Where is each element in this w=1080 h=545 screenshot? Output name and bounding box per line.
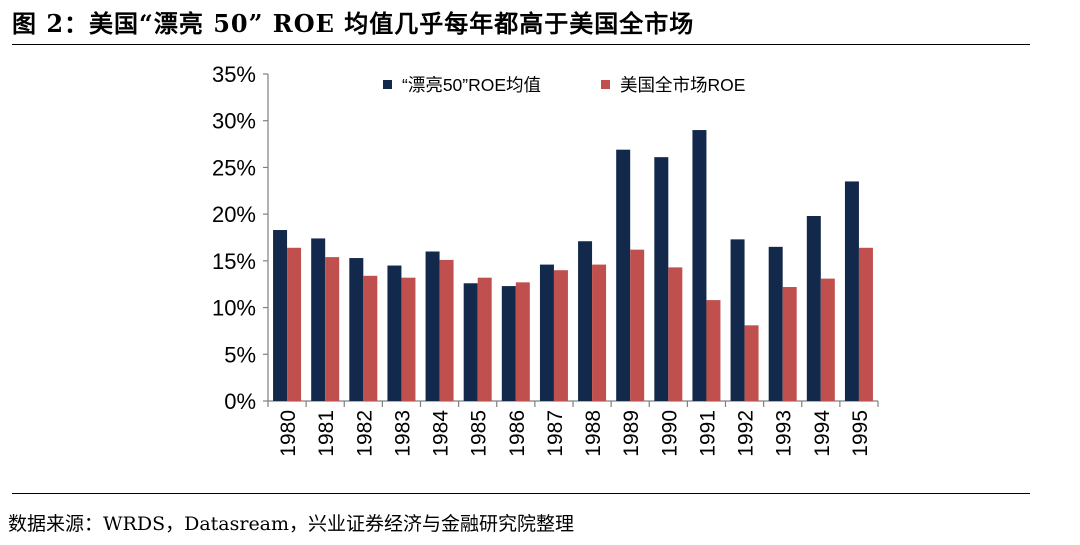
y-tick-label: 10% bbox=[212, 296, 256, 321]
bar-series-2 bbox=[668, 267, 683, 401]
bar-series-2 bbox=[553, 270, 568, 401]
bar-series-1 bbox=[425, 251, 440, 401]
bar-series-2 bbox=[439, 259, 454, 401]
x-tick-label: 1993 bbox=[773, 410, 796, 457]
bar-series-1 bbox=[387, 265, 402, 401]
bar-series-1 bbox=[273, 230, 288, 401]
x-tick-label: 1988 bbox=[582, 410, 605, 457]
x-tick-label: 1994 bbox=[811, 410, 834, 457]
x-tick-label: 1985 bbox=[468, 410, 491, 457]
y-tick-label: 15% bbox=[212, 249, 256, 274]
bar-series-1 bbox=[768, 246, 783, 401]
bottom-divider bbox=[12, 493, 1030, 494]
x-tick-label: 1981 bbox=[315, 410, 338, 457]
source-note: 数据来源：WRDS，Datasream，兴业证券经济与金融研究院整理 bbox=[8, 513, 575, 535]
top-divider bbox=[12, 44, 1030, 45]
x-tick-label: 1987 bbox=[544, 410, 567, 457]
bar-series-1 bbox=[730, 239, 745, 401]
y-tick-label: 5% bbox=[224, 342, 256, 367]
bar-series-1 bbox=[654, 157, 669, 401]
figure-title: 图 2：美国“漂亮 50” ROE 均值几乎每年都高于美国全市场 bbox=[12, 9, 695, 38]
y-tick-label: 30% bbox=[212, 109, 256, 134]
y-tick-label: 0% bbox=[224, 389, 256, 414]
bar-series-1 bbox=[501, 286, 516, 401]
bar-series-2 bbox=[401, 277, 416, 401]
y-tick-label: 25% bbox=[212, 155, 256, 180]
x-tick-label: 1983 bbox=[391, 410, 414, 457]
x-tick-label: 1995 bbox=[849, 410, 872, 457]
y-tick-label: 20% bbox=[212, 202, 256, 227]
bar-series-1 bbox=[844, 181, 859, 401]
bar-series-2 bbox=[858, 247, 873, 401]
legend-label-series-1: “漂亮50”ROE均值 bbox=[402, 75, 541, 95]
bar-series-2 bbox=[592, 264, 607, 401]
bar-series-2 bbox=[782, 287, 797, 401]
bar-series-1 bbox=[463, 283, 478, 401]
bar-series-1 bbox=[539, 264, 554, 401]
bars bbox=[273, 130, 873, 402]
bar-series-2 bbox=[820, 278, 835, 401]
bar-series-1 bbox=[349, 258, 364, 401]
bar-series-2 bbox=[515, 282, 530, 401]
x-axis: 1980 1981 1982 1983 1984 1985 1986 1987 1988 1989… bbox=[267, 400, 879, 457]
x-tick-label: 1986 bbox=[506, 410, 529, 457]
bar-series-2 bbox=[325, 257, 340, 401]
bar-series-2 bbox=[477, 277, 492, 401]
x-tick-label: 1992 bbox=[735, 410, 758, 457]
bar-series-1 bbox=[806, 216, 821, 401]
bar-series-2 bbox=[363, 275, 378, 401]
x-tick-label: 1984 bbox=[430, 410, 453, 457]
bar-series-2 bbox=[287, 247, 302, 401]
y-tick-label: 35% bbox=[212, 62, 256, 87]
x-tick-label: 1980 bbox=[277, 410, 300, 457]
x-tick-label: 1990 bbox=[658, 410, 681, 457]
legend-swatch-series-1 bbox=[383, 80, 392, 89]
bar-chart: 0%5%10%15%20%25%30%35% 1980 1981 1982 1983 1… bbox=[212, 62, 879, 457]
bar-series-2 bbox=[744, 325, 759, 401]
bar-series-2 bbox=[706, 300, 721, 401]
bar-series-1 bbox=[616, 149, 631, 401]
x-tick-label: 1982 bbox=[353, 410, 376, 457]
bar-series-1 bbox=[311, 238, 326, 401]
x-tick-label: 1991 bbox=[696, 410, 719, 457]
x-tick-label: 1989 bbox=[620, 410, 643, 457]
bar-series-2 bbox=[630, 249, 645, 401]
y-axis: 0% 5% 10% 15% 20% 25% 30% 35% bbox=[212, 62, 269, 414]
legend-swatch-series-2 bbox=[601, 80, 610, 89]
bar-series-1 bbox=[692, 130, 707, 402]
bar-series-1 bbox=[578, 241, 593, 401]
legend: “漂亮50”ROE均值 美国全市场ROE bbox=[383, 75, 745, 95]
legend-label-series-2: 美国全市场ROE bbox=[620, 75, 745, 95]
